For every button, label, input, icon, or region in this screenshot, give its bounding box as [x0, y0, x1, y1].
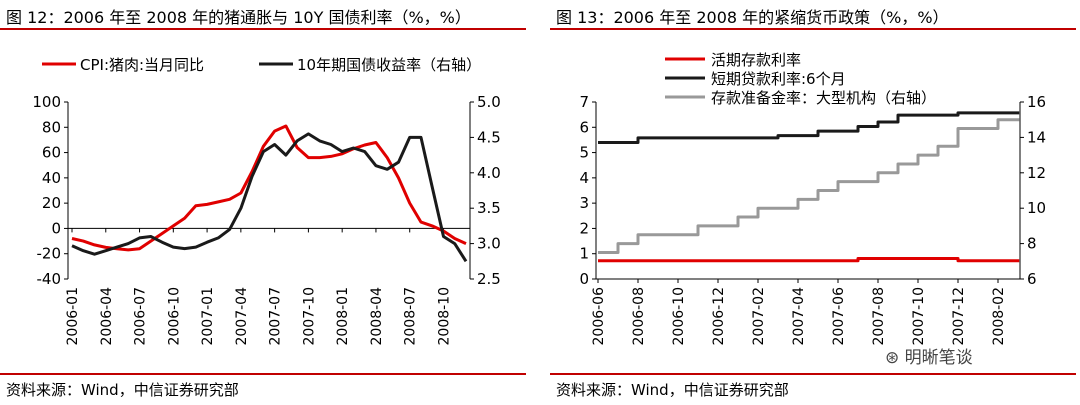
- x-tick-label: 2008-02: [991, 287, 1007, 346]
- x-tick-label: 2006-04: [99, 287, 115, 346]
- left-y-tick-label: 6: [579, 118, 589, 136]
- left-y-tick-label: 3: [579, 194, 589, 212]
- right-y-tick-label: 16: [1027, 93, 1046, 111]
- x-tick-label: 2008-04: [369, 287, 385, 346]
- x-tick-label: 2007-12: [951, 287, 967, 346]
- left-y-tick-label: -20: [37, 245, 62, 263]
- x-tick-label: 2006-08: [631, 287, 647, 346]
- left-y-tick-label: 5: [579, 144, 589, 162]
- right-y-tick-label: 2.5: [477, 270, 501, 288]
- x-tick-label: 2007-06: [831, 287, 847, 346]
- source-divider: [550, 373, 1076, 375]
- wechat-icon: ⊛: [885, 348, 900, 368]
- legend-entry-2: 10年期国债收益率（右轴）: [297, 56, 481, 74]
- legend-entry-2: 短期贷款利率:6个月: [711, 70, 846, 88]
- x-tick-label: 2006-10: [671, 287, 687, 346]
- right-y-tick-label: 10: [1027, 199, 1046, 217]
- left-y-tick-label: 80: [42, 118, 61, 136]
- series-line-3: [598, 118, 1020, 254]
- left-y-tick-label: 20: [42, 194, 61, 212]
- left-y-tick-label: 60: [42, 144, 61, 162]
- x-tick-label: 2006-10: [166, 287, 182, 346]
- x-tick-label: 2007-07: [268, 287, 284, 346]
- x-tick-label: 2007-10: [911, 287, 927, 346]
- x-tick-label: 2006-12: [711, 287, 727, 346]
- title-divider: [0, 28, 526, 30]
- source-divider: [0, 373, 526, 375]
- x-tick-label: 2006-01: [65, 287, 81, 346]
- chart-panel-pork-cpi: 图 12：2006 年至 2008 年的猪通胀与 10Y 国债利率（%，%） -…: [0, 0, 530, 405]
- left-y-tick-label: 0: [51, 219, 61, 237]
- x-tick-label: 2007-01: [200, 287, 216, 346]
- x-tick-label: 2007-02: [751, 287, 767, 346]
- x-tick-label: 2007-04: [234, 287, 250, 346]
- right-y-tick-label: 3.0: [477, 235, 501, 253]
- left-y-tick-label: 1: [579, 245, 589, 263]
- x-tick-label: 2008-07: [403, 287, 419, 346]
- left-y-tick-label: 2: [579, 219, 589, 237]
- series-line-1: [598, 257, 1020, 263]
- right-y-tick-label: 3.5: [477, 199, 501, 217]
- right-y-tick-label: 14: [1027, 128, 1046, 146]
- series-line-1: [71, 124, 467, 252]
- x-tick-label: 2006-07: [133, 287, 149, 346]
- left-y-tick-label: -40: [37, 270, 62, 288]
- series-line-2: [71, 132, 468, 263]
- title-divider: [550, 28, 1076, 30]
- left-y-tick-label: 7: [579, 93, 589, 111]
- right-y-tick-label: 6: [1027, 270, 1037, 288]
- legend-entry-1: 活期存款利率: [711, 51, 801, 69]
- watermark-text: 明晰笔谈: [904, 348, 973, 368]
- legend-entry-1: CPI:猪肉:当月同比: [80, 56, 204, 74]
- chart-title: 图 12：2006 年至 2008 年的猪通胀与 10Y 国债利率（%，%）: [6, 8, 471, 27]
- chart-source: 资料来源：Wind，中信证券研究部: [556, 381, 789, 399]
- right-y-tick-label: 5.0: [477, 93, 501, 111]
- watermark: ⊛ 明晰笔谈: [885, 343, 973, 368]
- left-y-tick-label: 40: [42, 169, 61, 187]
- series-line-2: [598, 111, 1020, 144]
- x-tick-label: 2007-08: [871, 287, 887, 346]
- right-y-tick-label: 12: [1027, 164, 1046, 182]
- legend-entry-3: 存款准备金率：大型机构（右轴）: [711, 89, 936, 107]
- right-y-tick-label: 4.0: [477, 164, 501, 182]
- right-y-tick-label: 4.5: [477, 128, 501, 146]
- left-y-tick-label: 100: [32, 93, 61, 111]
- chart-source: 资料来源：Wind，中信证券研究部: [6, 381, 239, 399]
- left-y-tick-label: 4: [579, 169, 589, 187]
- left-y-tick-label: 0: [579, 270, 589, 288]
- x-tick-label: 2006-06: [591, 287, 607, 346]
- x-tick-label: 2008-10: [436, 287, 452, 346]
- pork-cpi-bond-yield-chart: -40 -20 0 20 40 60 80 100 2.5 3.0 3.5 4.0 4.5 5.0 2006…: [32, 56, 501, 346]
- x-tick-label: 2007-10: [301, 287, 317, 346]
- x-tick-label: 2008-01: [335, 287, 351, 346]
- x-tick-label: 2007-04: [791, 287, 807, 346]
- right-y-tick-label: 8: [1027, 235, 1037, 253]
- chart-title: 图 13：2006 年至 2008 年的紧缩货币政策（%，%）: [556, 8, 949, 27]
